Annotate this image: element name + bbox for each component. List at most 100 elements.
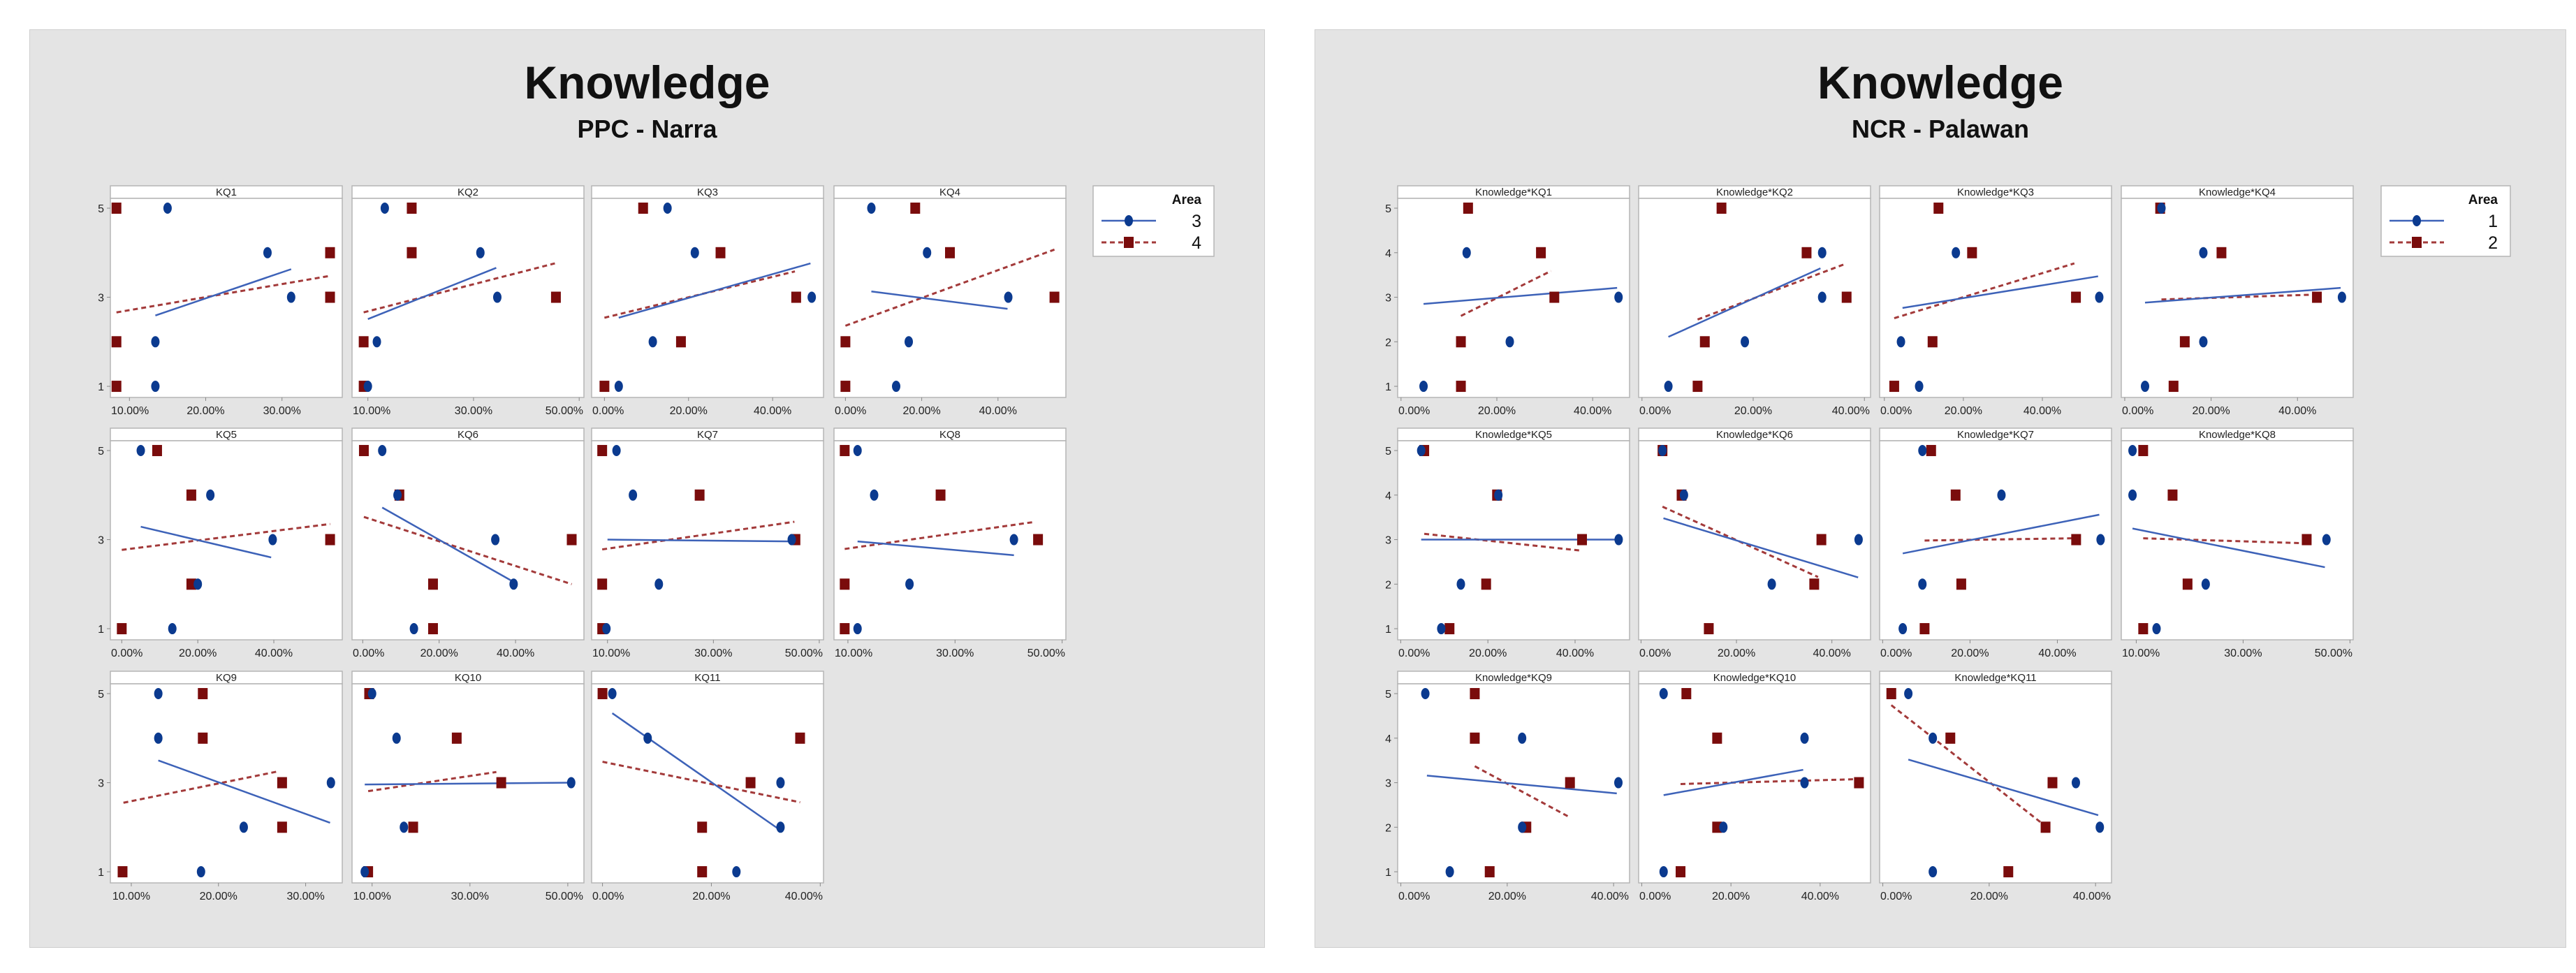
plot-area <box>591 683 824 884</box>
subplot-title: KQ11 <box>694 672 720 684</box>
data-point-circle <box>608 688 617 700</box>
chart-panel-right: Knowledge NCR - Palawan Knowledge*KQ1 0.0… <box>1315 29 2566 948</box>
x-tick-label: 40.00% <box>1813 648 1851 659</box>
data-point-circle <box>776 777 785 789</box>
y-tick-label: 3 <box>1385 293 1391 305</box>
legend-entry-label: 4 <box>1192 233 1201 253</box>
fit-line-series-1 <box>381 506 514 583</box>
data-point-circle <box>853 623 862 635</box>
fit-line-series-1 <box>1663 517 1859 578</box>
data-point-circle <box>1009 534 1018 546</box>
data-point-square <box>198 688 208 700</box>
data-point-square <box>358 336 369 348</box>
data-point-circle <box>1817 247 1827 258</box>
subplot-kq10: KQ10 10.00% 30.00% 50.00% <box>351 671 585 902</box>
data-point-circle <box>2199 247 2208 258</box>
fit-line-series-2 <box>123 770 280 804</box>
data-point-circle <box>870 489 879 501</box>
y-tick-label: 3 <box>1385 778 1391 790</box>
data-point-square <box>1444 623 1455 635</box>
data-point-circle <box>2095 821 2105 833</box>
data-point-square <box>795 732 805 744</box>
subplot-kq3: KQ3 0.00% 20.00% 40.00% <box>591 185 824 417</box>
subplot-title: KQ3 <box>697 186 718 198</box>
data-point-square <box>2071 291 2081 303</box>
plot-area <box>351 198 585 398</box>
subplot-title: Knowledge*KQ5 <box>1475 429 1552 441</box>
data-point-square <box>2040 821 2051 833</box>
data-point-circle <box>492 291 502 303</box>
data-point-circle <box>1518 821 1527 833</box>
fit-line-series-2 <box>367 770 497 793</box>
x-tick-label: 0.00% <box>835 405 866 417</box>
data-point-circle <box>363 381 372 393</box>
data-point-circle <box>1664 381 1673 393</box>
data-point-circle <box>1918 445 1927 457</box>
x-tick-label: 0.00% <box>1880 405 1912 417</box>
subplot-title: KQ10 <box>455 672 481 684</box>
data-point-square <box>427 578 438 590</box>
data-point-circle <box>612 445 621 457</box>
plot-area <box>351 440 585 641</box>
data-point-square <box>1049 291 1060 303</box>
data-point-circle <box>2157 203 2166 214</box>
data-point-circle <box>1421 688 1430 700</box>
fit-line-series-2 <box>601 520 795 551</box>
data-point-square <box>1124 237 1134 248</box>
data-point-circle <box>1767 578 1776 590</box>
data-point-square <box>745 777 756 789</box>
fit-line-series-1 <box>158 759 330 824</box>
fit-line-series-2 <box>1894 262 2075 319</box>
x-tick-label: 10.00% <box>2122 648 2160 659</box>
y-tick-label: 3 <box>98 778 104 790</box>
fit-line-series-2 <box>1890 704 2043 824</box>
x-tick-label: 40.00% <box>2278 405 2316 417</box>
data-point-square <box>1919 623 1930 635</box>
x-tick-label: 0.00% <box>1880 891 1912 902</box>
data-point-circle <box>776 821 785 833</box>
data-point-circle <box>1614 291 1623 303</box>
data-point-circle <box>393 489 402 501</box>
data-point-circle <box>614 381 623 393</box>
data-point-square <box>840 336 851 348</box>
x-tick-label: 50.00% <box>546 891 583 902</box>
data-point-circle <box>643 732 652 744</box>
subplot-title: Knowledge*KQ10 <box>1713 672 1796 684</box>
data-point-circle <box>2071 777 2080 789</box>
fit-line-series-2 <box>602 761 800 804</box>
data-point-square <box>2168 381 2179 393</box>
data-point-square <box>2138 623 2149 635</box>
data-point-circle <box>1445 866 1454 878</box>
fit-line-series-2 <box>1697 262 1847 321</box>
data-point-square <box>1692 381 1703 393</box>
data-point-circle <box>372 336 381 348</box>
data-point-circle <box>206 489 215 501</box>
data-point-circle <box>1614 534 1623 546</box>
data-point-circle <box>326 777 335 789</box>
y-tick-label: 1 <box>98 624 104 636</box>
data-point-square <box>451 732 462 744</box>
data-point-square <box>111 203 122 214</box>
x-tick-label: 50.00% <box>2315 648 2352 659</box>
fit-line-series-1 <box>1908 759 2099 817</box>
plot-area <box>833 198 1067 398</box>
x-tick-label: 10.00% <box>353 891 391 902</box>
subplot-knowledge-kq8: Knowledge*KQ8 10.00% 30.00% 50.00% <box>2121 427 2354 659</box>
data-point-square <box>1945 732 1956 744</box>
data-point-square <box>186 489 196 501</box>
subplot-kq5: KQ5 0.00% 20.00% 40.00% 1 3 5 <box>98 427 343 659</box>
data-point-circle <box>807 291 817 303</box>
data-point-circle <box>1419 381 1428 393</box>
data-point-circle <box>1800 732 1809 744</box>
data-point-circle <box>1929 866 1938 878</box>
x-tick-label: 20.00% <box>1945 405 1982 417</box>
data-point-square <box>1676 866 1686 878</box>
data-point-circle <box>1614 777 1623 789</box>
x-tick-label: 20.00% <box>2192 405 2230 417</box>
legend: Area 1 2 <box>2380 185 2511 257</box>
data-point-square <box>1956 578 1966 590</box>
x-tick-label: 40.00% <box>785 891 823 902</box>
y-tick-label: 5 <box>1385 203 1391 215</box>
scatter-grid-right: Knowledge*KQ10.00% 20.00% 40.00%12345Knowl… <box>1385 185 2511 902</box>
data-point-circle <box>654 578 664 590</box>
